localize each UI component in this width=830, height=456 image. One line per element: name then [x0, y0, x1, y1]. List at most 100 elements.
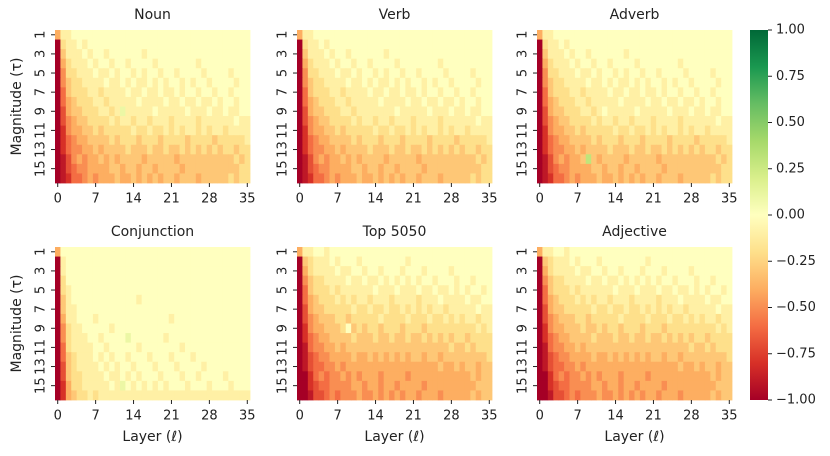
heatmap-cell	[212, 361, 218, 372]
heatmap-cell	[351, 125, 357, 136]
heatmap-cell	[715, 380, 722, 391]
heatmap-cell	[55, 58, 61, 69]
heatmap-cell	[228, 77, 235, 88]
heatmap-cell	[639, 87, 646, 98]
heatmap-cell	[602, 342, 608, 353]
heatmap-cell	[602, 125, 608, 136]
heatmap-cell	[185, 87, 191, 98]
heatmap-cell	[222, 30, 229, 40]
heatmap-cell	[726, 96, 733, 107]
heatmap-cell	[195, 247, 202, 257]
heatmap-cell	[715, 266, 722, 277]
heatmap-cell	[602, 304, 608, 315]
heatmap-cell	[87, 266, 94, 277]
heatmap-cell	[233, 144, 240, 155]
heatmap-cell	[168, 323, 175, 334]
heatmap-cell	[421, 285, 428, 296]
heatmap-cell	[672, 333, 679, 344]
heatmap-cell	[334, 323, 341, 334]
heatmap-cell	[427, 154, 433, 165]
heatmap-cell	[98, 68, 105, 79]
heatmap-cell	[481, 163, 487, 174]
heatmap-cell	[699, 371, 706, 382]
heatmap-cell	[410, 96, 417, 107]
x-tick-label: 14	[125, 192, 142, 207]
heatmap-cell	[168, 313, 175, 324]
heatmap-cell	[721, 342, 727, 353]
heatmap-cell	[55, 266, 61, 277]
heatmap-cell	[585, 333, 592, 344]
heatmap-cell	[405, 87, 412, 98]
heatmap-cell	[340, 163, 347, 174]
heatmap-cell	[704, 49, 711, 60]
heatmap-cell	[87, 247, 94, 257]
heatmap-cell	[190, 275, 197, 286]
heatmap-cell	[459, 294, 466, 305]
heatmap-cell	[710, 49, 717, 60]
heatmap-cell	[389, 39, 395, 50]
heatmap-cell	[639, 390, 646, 401]
heatmap-cell	[185, 116, 191, 127]
heatmap-cell	[239, 39, 245, 50]
heatmap-cell	[427, 144, 433, 155]
heatmap-cell	[542, 247, 549, 257]
heatmap-cell	[168, 294, 175, 305]
heatmap-panel	[55, 30, 251, 184]
heatmap-cell	[542, 313, 549, 324]
heatmap-cell	[367, 313, 374, 324]
heatmap-cell	[125, 342, 132, 353]
heatmap-cell	[356, 116, 363, 127]
heatmap-cell	[596, 294, 603, 305]
heatmap-cell	[710, 371, 717, 382]
heatmap-cell	[667, 352, 673, 363]
heatmap-cell	[661, 144, 668, 155]
heatmap-cell	[448, 163, 455, 174]
heatmap-cell	[141, 266, 148, 277]
heatmap-cell	[147, 77, 153, 88]
heatmap-cell	[297, 49, 303, 60]
heatmap-cell	[394, 154, 401, 165]
heatmap-cell	[334, 135, 341, 146]
heatmap-cell	[454, 68, 460, 79]
heatmap-cell	[580, 361, 587, 372]
heatmap-cell	[152, 361, 159, 372]
heatmap-cell	[201, 96, 208, 107]
heatmap-cell	[558, 30, 565, 40]
heatmap-cell	[580, 125, 587, 136]
heatmap-cell	[239, 390, 245, 401]
heatmap-cell	[228, 68, 235, 79]
heatmap-cell	[564, 247, 570, 257]
heatmap-cell	[405, 304, 412, 315]
heatmap-cell	[345, 154, 352, 165]
heatmap-cell	[195, 96, 202, 107]
heatmap-cell	[677, 342, 684, 353]
heatmap-cell	[623, 154, 630, 165]
heatmap-cell	[329, 247, 336, 257]
heatmap-cell	[416, 106, 422, 117]
heatmap-cell	[564, 266, 570, 277]
heatmap-cell	[222, 144, 229, 155]
heatmap-cell	[163, 266, 170, 277]
heatmap-cell	[163, 371, 170, 382]
heatmap-cell	[645, 106, 652, 117]
heatmap-cell	[334, 294, 341, 305]
heatmap-cell	[464, 87, 471, 98]
heatmap-cell	[574, 87, 581, 98]
heatmap-cell	[60, 30, 67, 40]
heatmap-cell	[437, 333, 444, 344]
heatmap-cell	[190, 116, 197, 127]
heatmap-cell	[302, 144, 309, 155]
heatmap-cell	[715, 173, 722, 184]
heatmap-cell	[634, 144, 641, 155]
heatmap-cell	[329, 125, 336, 136]
heatmap-cell	[710, 154, 717, 165]
heatmap-cell	[125, 323, 132, 334]
heatmap-cell	[340, 87, 347, 98]
heatmap-cell	[125, 125, 132, 136]
heatmap-cell	[87, 275, 94, 286]
heatmap-cell	[60, 380, 67, 391]
y-tick-label: 7	[516, 305, 531, 313]
heatmap-cell	[715, 342, 722, 353]
heatmap-cell	[656, 68, 662, 79]
heatmap-cell	[726, 154, 733, 165]
